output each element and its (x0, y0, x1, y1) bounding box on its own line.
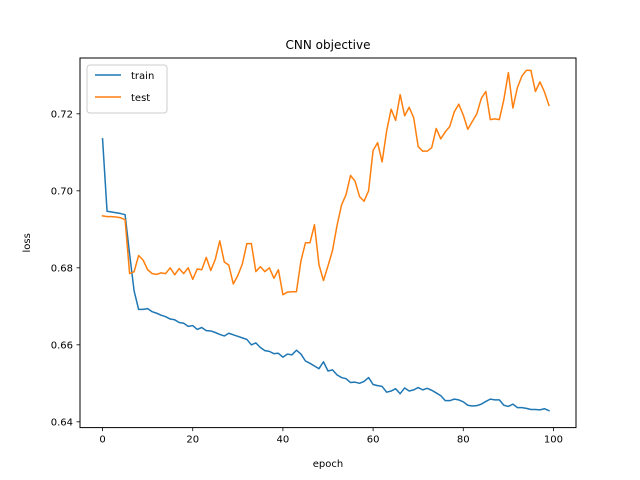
x-tick-label: 60 (367, 435, 380, 446)
x-tick-label: 40 (277, 435, 290, 446)
legend-label-train: train (131, 71, 154, 82)
y-axis: 0.64 0.66 0.68 0.70 0.72 (51, 109, 80, 428)
x-tick-label: 100 (544, 435, 563, 446)
y-tick-label: 0.66 (51, 340, 73, 351)
series-line-test (101, 69, 550, 296)
legend-label-test: test (131, 93, 150, 104)
series-line-train (101, 138, 550, 412)
legend: train test (86, 64, 168, 114)
x-tick-label: 0 (99, 435, 105, 446)
y-tick-label: 0.68 (51, 263, 73, 274)
y-tick-label: 0.70 (51, 186, 73, 197)
y-tick-label: 0.72 (51, 109, 73, 120)
x-axis: 0 20 40 60 80 100 (99, 427, 563, 446)
x-axis-label: epoch (313, 459, 343, 470)
y-tick-label: 0.64 (51, 417, 73, 428)
chart-title: CNN objective (286, 38, 371, 52)
legend-box (86, 64, 168, 114)
series-lines (101, 69, 550, 412)
y-axis-label: loss (22, 233, 33, 252)
x-tick-label: 80 (457, 435, 470, 446)
x-tick-label: 20 (186, 435, 199, 446)
plot-frame (79, 57, 577, 429)
